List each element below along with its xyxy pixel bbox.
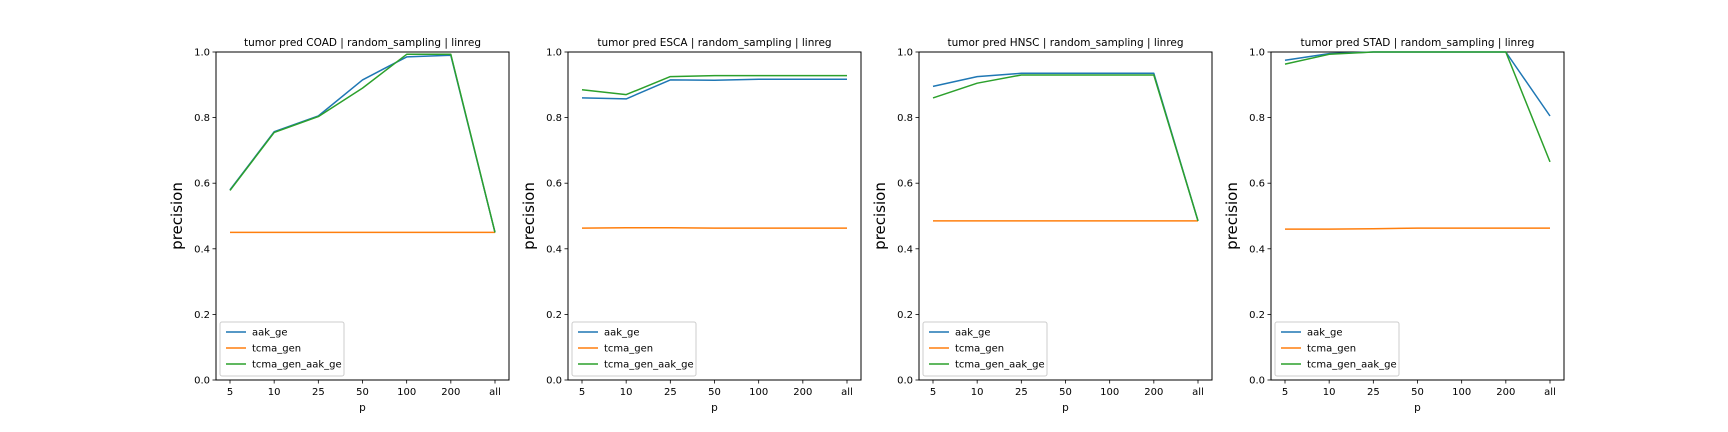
y-axis-label-0: precision xyxy=(168,182,186,250)
y-tick-label-2-5: 1.0 xyxy=(897,48,913,59)
legend-label-aak_ge-3: aak_ge xyxy=(1307,328,1343,339)
x-tick-label-1-3: 50 xyxy=(708,387,721,398)
legend-label-tcma_gen-2: tcma_gen xyxy=(955,344,1004,355)
x-tick-label-3-6: all xyxy=(1544,387,1556,398)
x-tick-label-3-4: 100 xyxy=(1452,387,1471,398)
series-line-tcma_gen_aak_ge-2 xyxy=(932,74,1199,222)
legend-label-tcma_gen_aak_ge-2: tcma_gen_aak_ge xyxy=(955,360,1045,371)
y-tick-label-1-4: 0.8 xyxy=(546,113,562,124)
series-line-aak_ge-2 xyxy=(932,72,1199,222)
x-tick-label-3-3: 50 xyxy=(1411,387,1424,398)
x-tick-label-1-6: all xyxy=(841,387,853,398)
series-line-tcma_gen_aak_ge-0 xyxy=(229,53,496,233)
y-tick-label-0-0: 0.0 xyxy=(194,376,210,387)
x-tick-label-0-0: 5 xyxy=(227,387,233,398)
y-axis-label-3: precision xyxy=(1223,182,1241,250)
x-tick-label-0-4: 100 xyxy=(397,387,416,398)
series-line-aak_ge-0 xyxy=(229,54,496,233)
y-axis-label-1: precision xyxy=(520,182,538,250)
legend-label-tcma_gen_aak_ge-3: tcma_gen_aak_ge xyxy=(1307,360,1397,371)
legend-label-aak_ge-1: aak_ge xyxy=(604,328,640,339)
x-axis-label-1: p xyxy=(711,402,718,414)
x-axis-label-2: p xyxy=(1062,402,1069,414)
x-tick-label-2-3: 50 xyxy=(1059,387,1072,398)
chart-title-0: tumor pred COAD | random_sampling | linr… xyxy=(244,37,481,49)
y-tick-label-0-1: 0.2 xyxy=(194,310,210,321)
y-tick-label-2-1: 0.2 xyxy=(897,310,913,321)
series-line-tcma_gen_aak_ge-3 xyxy=(1284,51,1551,163)
legend-label-tcma_gen-1: tcma_gen xyxy=(604,344,653,355)
legend-label-tcma_gen-3: tcma_gen xyxy=(1307,344,1356,355)
y-tick-label-0-3: 0.6 xyxy=(194,179,210,190)
x-axis-label-3: p xyxy=(1414,402,1421,414)
y-tick-label-3-0: 0.0 xyxy=(1249,376,1265,387)
legend-label-tcma_gen_aak_ge-1: tcma_gen_aak_ge xyxy=(604,360,694,371)
legend-box-1 xyxy=(571,321,697,377)
y-tick-label-0-2: 0.4 xyxy=(194,244,210,255)
x-tick-label-2-5: 200 xyxy=(1144,387,1163,398)
legend-label-tcma_gen_aak_ge-0: tcma_gen_aak_ge xyxy=(252,360,342,371)
y-tick-label-3-4: 0.8 xyxy=(1249,113,1265,124)
series-line-tcma_gen-3 xyxy=(1285,227,1550,230)
legend-label-aak_ge-0: aak_ge xyxy=(252,328,288,339)
x-tick-label-3-1: 10 xyxy=(1323,387,1336,398)
y-tick-label-1-1: 0.2 xyxy=(546,310,562,321)
y-tick-label-3-1: 0.2 xyxy=(1249,310,1265,321)
series-line-tcma_gen_aak_ge-1 xyxy=(581,74,847,96)
y-tick-label-1-5: 1.0 xyxy=(546,48,562,59)
x-tick-label-1-1: 10 xyxy=(620,387,633,398)
y-tick-label-1-3: 0.6 xyxy=(546,179,562,190)
legend-box-3 xyxy=(1274,321,1400,377)
x-tick-label-3-5: 200 xyxy=(1496,387,1515,398)
y-tick-label-3-3: 0.6 xyxy=(1249,179,1265,190)
x-tick-label-2-6: all xyxy=(1192,387,1204,398)
x-tick-label-2-1: 10 xyxy=(971,387,984,398)
y-tick-label-2-3: 0.6 xyxy=(897,179,913,190)
chart-title-3: tumor pred STAD | random_sampling | linr… xyxy=(1301,37,1535,49)
legend-label-tcma_gen-0: tcma_gen xyxy=(252,344,301,355)
y-tick-label-2-2: 0.4 xyxy=(897,244,913,255)
x-tick-label-1-0: 5 xyxy=(579,387,585,398)
x-tick-label-1-5: 200 xyxy=(793,387,812,398)
x-tick-label-0-5: 200 xyxy=(441,387,460,398)
x-tick-label-2-2: 25 xyxy=(1015,387,1028,398)
x-tick-label-0-3: 50 xyxy=(356,387,369,398)
y-tick-label-1-0: 0.0 xyxy=(546,376,562,387)
x-tick-label-0-1: 10 xyxy=(268,387,281,398)
y-tick-label-1-2: 0.4 xyxy=(546,244,562,255)
y-tick-label-2-4: 0.8 xyxy=(897,113,913,124)
x-tick-label-0-2: 25 xyxy=(312,387,325,398)
legend-label-aak_ge-2: aak_ge xyxy=(955,328,991,339)
y-tick-label-3-2: 0.4 xyxy=(1249,244,1265,255)
series-line-aak_ge-1 xyxy=(581,78,847,100)
legend-box-0 xyxy=(219,321,345,377)
x-tick-label-3-2: 25 xyxy=(1367,387,1380,398)
chart-title-2: tumor pred HNSC | random_sampling | linr… xyxy=(947,37,1183,49)
x-tick-label-1-4: 100 xyxy=(749,387,768,398)
x-axis-label-0: p xyxy=(359,402,366,414)
y-tick-label-0-5: 1.0 xyxy=(194,48,210,59)
y-tick-label-3-5: 1.0 xyxy=(1249,48,1265,59)
y-tick-label-2-0: 0.0 xyxy=(897,376,913,387)
x-tick-label-2-4: 100 xyxy=(1100,387,1119,398)
x-tick-label-3-0: 5 xyxy=(1282,387,1288,398)
x-tick-label-1-2: 25 xyxy=(664,387,677,398)
x-tick-label-2-0: 5 xyxy=(930,387,936,398)
y-axis-label-2: precision xyxy=(871,182,889,250)
legend-box-2 xyxy=(922,321,1048,377)
y-tick-label-0-4: 0.8 xyxy=(194,113,210,124)
x-tick-label-0-6: all xyxy=(489,387,501,398)
chart-title-1: tumor pred ESCA | random_sampling | linr… xyxy=(597,37,831,49)
